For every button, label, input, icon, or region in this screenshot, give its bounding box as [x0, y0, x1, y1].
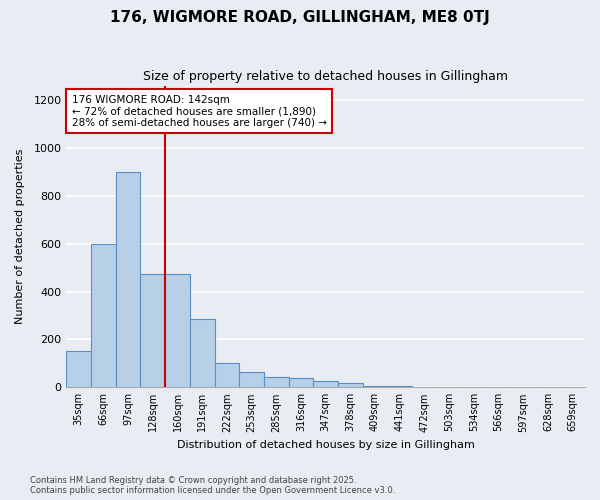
Bar: [67, 352, 91, 388]
Bar: [116, 172, 140, 388]
Bar: [165, 274, 190, 388]
Bar: [289, 378, 313, 388]
Bar: [264, 376, 289, 388]
Bar: [140, 274, 165, 388]
Bar: [91, 244, 116, 388]
X-axis label: Distribution of detached houses by size in Gillingham: Distribution of detached houses by size …: [177, 440, 475, 450]
Text: Contains HM Land Registry data © Crown copyright and database right 2025.
Contai: Contains HM Land Registry data © Crown c…: [30, 476, 395, 495]
Bar: [363, 386, 388, 388]
Title: Size of property relative to detached houses in Gillingham: Size of property relative to detached ho…: [143, 70, 508, 83]
Bar: [239, 372, 264, 388]
Bar: [190, 319, 215, 388]
Bar: [338, 382, 363, 388]
Bar: [388, 386, 412, 388]
Text: 176, WIGMORE ROAD, GILLINGHAM, ME8 0TJ: 176, WIGMORE ROAD, GILLINGHAM, ME8 0TJ: [110, 10, 490, 25]
Bar: [215, 364, 239, 388]
Y-axis label: Number of detached properties: Number of detached properties: [15, 148, 25, 324]
Text: 176 WIGMORE ROAD: 142sqm
← 72% of detached houses are smaller (1,890)
28% of sem: 176 WIGMORE ROAD: 142sqm ← 72% of detach…: [71, 94, 326, 128]
Bar: [313, 382, 338, 388]
